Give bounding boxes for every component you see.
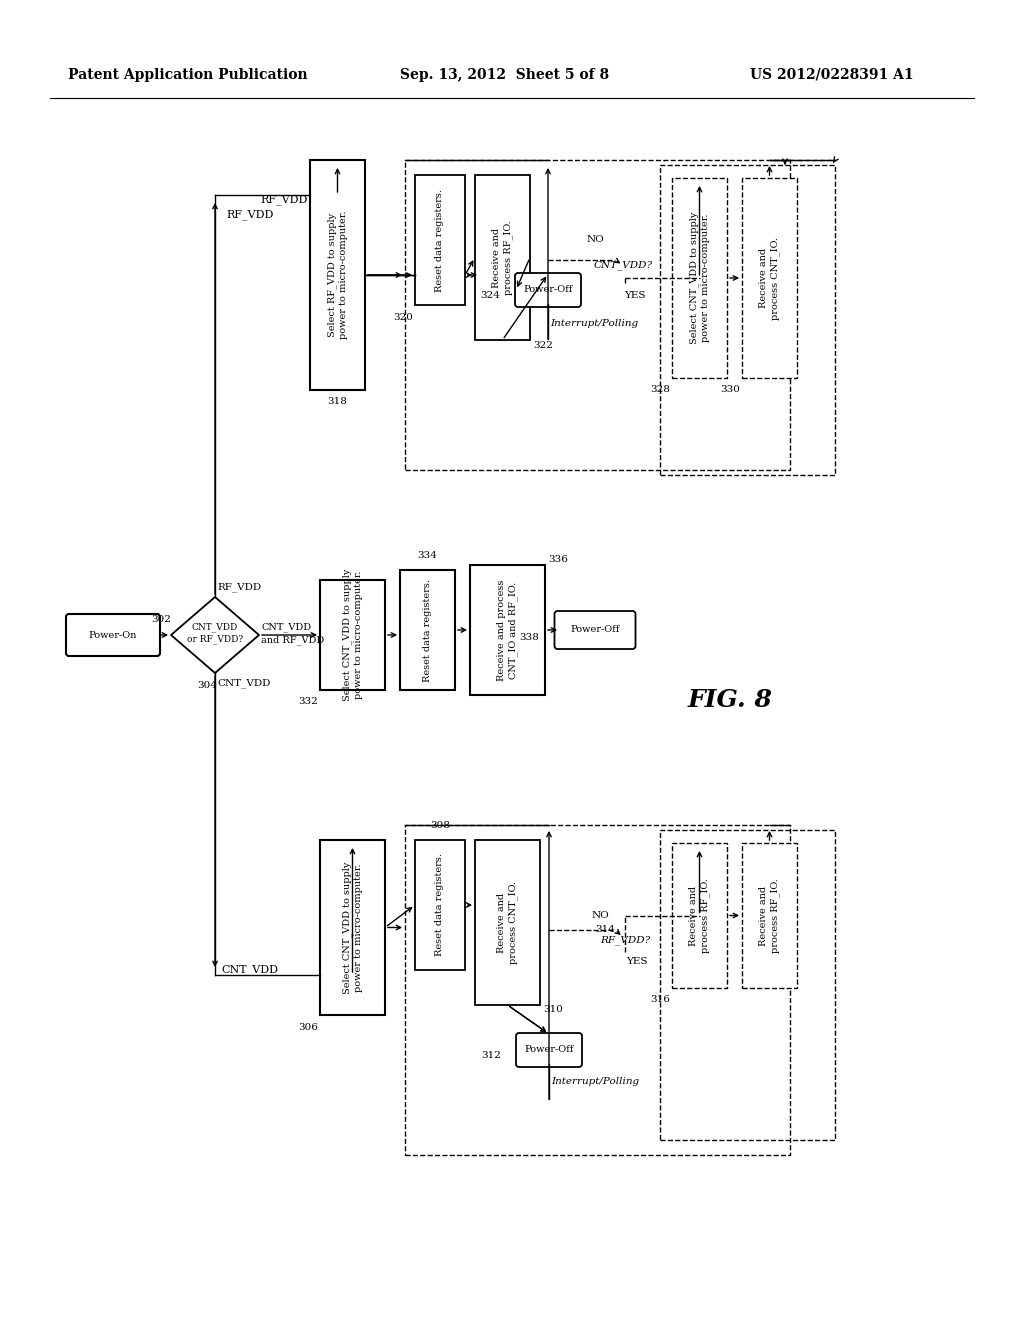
Text: 338: 338 [519,634,540,643]
Bar [660,165,835,475]
Text: Reset data registers.: Reset data registers. [423,578,432,681]
Text: Interrupt/Polling: Interrupt/Polling [550,319,638,329]
Text: Power-Off: Power-Off [570,626,620,635]
Text: Power-Off: Power-Off [524,1045,573,1055]
Text: Reset data registers.: Reset data registers. [435,854,444,957]
Text: 304: 304 [197,681,217,689]
Bar [742,843,797,987]
Text: 336: 336 [548,556,568,565]
Text: CNT_VDD: CNT_VDD [191,622,239,632]
FancyBboxPatch shape [555,611,636,649]
Text: Receive and
process RF_IO.: Receive and process RF_IO. [689,878,710,953]
Text: CNT_VDD?: CNT_VDD? [594,260,652,269]
Text: 330: 330 [720,385,740,395]
Text: Receive and
process CNT_IO.: Receive and process CNT_IO. [760,236,779,319]
Bar [400,570,455,690]
Bar [406,160,790,470]
Text: 332: 332 [298,697,318,706]
Text: CNT_VDD: CNT_VDD [221,965,279,975]
Text: RF_VDD: RF_VDD [217,582,261,591]
Text: Receive and
process CNT_IO.: Receive and process CNT_IO. [498,880,517,964]
Bar [415,840,465,970]
Text: 316: 316 [650,995,670,1005]
Text: 328: 328 [650,385,670,395]
Bar [475,840,540,1005]
Text: or RF_VDD?: or RF_VDD? [187,634,243,644]
Text: RF_VDD: RF_VDD [260,194,307,206]
Text: Patent Application Publication: Patent Application Publication [68,69,307,82]
Text: Select RF_VDD to supply
power to micro-computer.: Select RF_VDD to supply power to micro-c… [328,211,347,339]
Text: Select CNT_VDD to supply
power to micro-computer.: Select CNT_VDD to supply power to micro-… [689,211,710,345]
Bar [672,843,727,987]
Bar [310,160,365,389]
Text: 324: 324 [480,290,500,300]
Text: 334: 334 [418,550,437,560]
Bar [406,825,790,1155]
FancyBboxPatch shape [515,273,581,308]
Text: RF_VDD: RF_VDD [226,210,273,220]
Text: NO: NO [586,235,604,244]
Text: 320: 320 [393,313,413,322]
FancyBboxPatch shape [516,1034,582,1067]
Bar [319,579,385,690]
Text: Receive and
process RF_IO.: Receive and process RF_IO. [760,878,779,953]
Text: Select CNT_VDD to supply
power to micro-computer.: Select CNT_VDD to supply power to micro-… [342,569,362,701]
Text: Receive and
process RF_IO.: Receive and process RF_IO. [493,220,513,294]
Text: Receive and process
CNT_IO and RF_IO.: Receive and process CNT_IO and RF_IO. [498,579,517,681]
Text: Sep. 13, 2012  Sheet 5 of 8: Sep. 13, 2012 Sheet 5 of 8 [400,69,609,82]
Text: NO: NO [591,911,609,920]
Text: YES: YES [627,957,648,966]
Text: Select CNT_VDD to supply
power to micro-computer.: Select CNT_VDD to supply power to micro-… [342,862,362,994]
FancyBboxPatch shape [66,614,160,656]
Text: 318: 318 [328,397,347,407]
Bar [470,565,545,696]
Bar [742,178,797,378]
Text: YES: YES [625,290,646,300]
Text: 306: 306 [298,1023,318,1031]
Text: 312: 312 [481,1051,501,1060]
Text: CNT_VDD: CNT_VDD [217,678,270,688]
Bar [319,840,385,1015]
Text: US 2012/0228391 A1: US 2012/0228391 A1 [750,69,913,82]
Bar [672,178,727,378]
Text: and RF_VDD: and RF_VDD [261,635,325,645]
Bar [660,830,835,1140]
Text: Power-Off: Power-Off [523,285,572,294]
Text: Reset data registers.: Reset data registers. [435,189,444,292]
Text: Interrupt/Polling: Interrupt/Polling [551,1077,639,1086]
Bar [415,176,465,305]
Text: CNT_VDD: CNT_VDD [261,622,311,632]
Text: Power-On: Power-On [89,631,137,639]
Text: 310: 310 [543,1006,563,1015]
Text: FIG. 8: FIG. 8 [687,688,772,711]
Text: 314: 314 [595,925,615,935]
Bar [475,176,530,341]
Text: 302: 302 [152,615,171,623]
Text: RF_VDD?: RF_VDD? [600,935,650,945]
Text: 308: 308 [430,821,450,829]
Text: 322: 322 [534,341,553,350]
